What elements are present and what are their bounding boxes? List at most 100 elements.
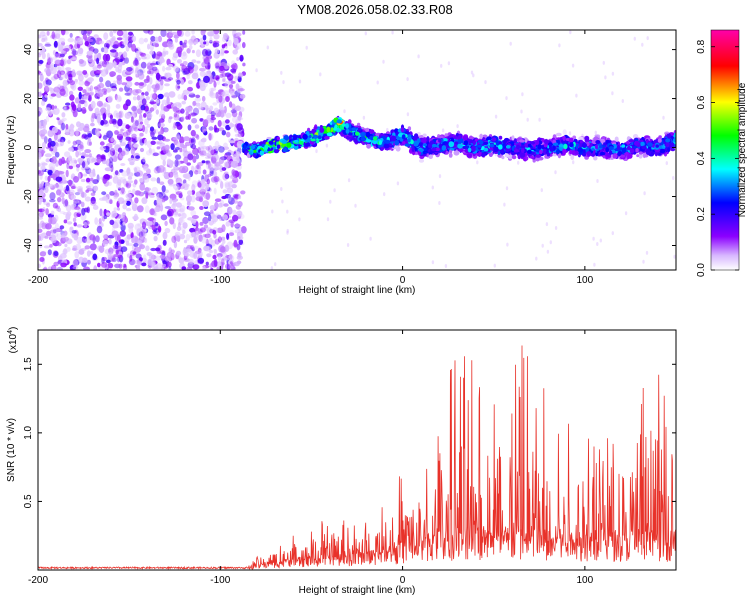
heatmap-noise-cell (195, 221, 199, 229)
heatmap-noise-cell (129, 141, 134, 149)
heatmap-noise-cell (183, 239, 188, 244)
heatmap-noise-cell (218, 110, 226, 118)
heatmap-noise-cell (107, 151, 113, 158)
heatmap-noise-cell (71, 50, 79, 56)
heatmap-signal-cell (311, 128, 316, 134)
heatmap-noise-cell (209, 36, 213, 43)
heatmap-noise-cell (203, 57, 210, 65)
heatmap-noise-cell (509, 41, 512, 46)
heatmap-noise-cell (231, 169, 236, 176)
heatmap-noise-cell (184, 252, 190, 257)
heatmap-noise-cell (147, 43, 151, 50)
heatmap-noise-cell (46, 202, 51, 208)
heatmap-noise-cell (65, 123, 69, 130)
heatmap-signal-cell (667, 146, 671, 153)
heatmap-noise-cell (135, 253, 142, 259)
heatmap-noise-cell (237, 213, 245, 220)
heatmap-noise-cell (602, 60, 605, 65)
heatmap-noise-cell (234, 75, 238, 82)
heatmap-noise-cell (61, 49, 65, 54)
heatmap-noise-cell (147, 258, 154, 266)
heatmap-noise-cell (208, 250, 214, 254)
heatmap-noise-cell (234, 223, 241, 228)
heatmap-noise-cell (198, 140, 205, 147)
heatmap-noise-cell (54, 59, 61, 64)
heatmap-noise-cell (133, 119, 140, 127)
heatmap-noise-cell (42, 198, 46, 203)
heatmap-noise-cell (182, 229, 186, 235)
heatmap-noise-cell (125, 207, 132, 212)
heatmap-noise-cell (493, 263, 496, 268)
heatmap-noise-cell (38, 143, 41, 147)
heatmap-noise-cell (232, 154, 237, 161)
heatmap-noise-cell (53, 251, 59, 257)
heatmap-noise-cell (54, 30, 61, 37)
heatmap-noise-cell (78, 144, 85, 151)
heatmap-noise-cell (125, 200, 131, 206)
heatmap-noise-cell (266, 45, 269, 50)
heatmap-noise-cell (52, 202, 59, 209)
heatmap-noise-cell (86, 86, 90, 93)
heatmap-noise-cell (118, 96, 122, 102)
heatmap-noise-cell (604, 75, 607, 80)
heatmap-noise-cell (673, 254, 676, 259)
heatmap-noise-cell (160, 126, 164, 135)
heatmap-noise-cell (143, 165, 149, 171)
heatmap-noise-cell (175, 202, 182, 208)
heatmap-noise-cell (182, 89, 190, 96)
heatmap-noise-cell (184, 31, 191, 37)
heatmap-noise-cell (181, 64, 187, 71)
heatmap-noise-cell (98, 218, 102, 224)
heatmap-noise-cell (202, 34, 207, 41)
heatmap-noise-cell (52, 50, 56, 56)
heatmap-noise-cell (201, 160, 206, 164)
heatmap-noise-cell (228, 101, 233, 108)
heatmap-noise-cell (54, 59, 62, 66)
heatmap-noise-cell (82, 33, 88, 40)
heatmap-noise-cell (51, 156, 57, 164)
heatmap-noise-cell (46, 52, 50, 59)
heatmap-noise-cell (176, 72, 180, 79)
heatmap-noise-cell (230, 180, 237, 184)
heatmap-noise-cell (217, 236, 222, 243)
heatmap-noise-cell (126, 180, 134, 184)
heatmap-noise-cell (476, 160, 479, 165)
heatmap-noise-cell (82, 70, 88, 75)
heatmap-noise-cell (110, 87, 117, 92)
heatmap-noise-cell (131, 111, 136, 116)
heatmap-noise-cell (184, 182, 188, 187)
heatmap-noise-cell (238, 239, 244, 246)
heatmap-noise-cell (159, 113, 164, 118)
heatmap-noise-cell (103, 111, 107, 119)
heatmap-noise-cell (431, 260, 435, 265)
heatmap-noise-cell (225, 221, 231, 227)
heatmap-noise-cell (159, 129, 163, 136)
heatmap-noise-cell (154, 255, 161, 261)
heatmap-noise-cell (131, 105, 137, 112)
heatmap-noise-cell (239, 54, 244, 62)
heatmap-noise-cell (540, 188, 543, 193)
heatmap-noise-cell (188, 44, 193, 50)
heatmap-noise-cell (42, 123, 46, 131)
heatmap-noise-cell (224, 80, 229, 88)
heatmap-noise-cell (194, 124, 200, 129)
heatmap-noise-cell (199, 206, 204, 210)
heatmap-noise-cell (181, 100, 186, 105)
heatmap-noise-cell (165, 50, 169, 55)
heatmap-noise-cell (98, 245, 105, 253)
heatmap-noise-cell (101, 262, 108, 268)
heatmap-noise-cell (50, 236, 57, 244)
heatmap-noise-cell (50, 140, 56, 147)
heatmap-noise-cell (88, 182, 94, 191)
heatmap-noise-cell (143, 53, 151, 60)
heatmap-noise-cell (208, 132, 212, 141)
heatmap-noise-cell (237, 195, 242, 200)
heatmap-noise-cell (117, 118, 123, 127)
heatmap-noise-cell (200, 188, 205, 197)
heatmap-noise-cell (186, 73, 190, 80)
heatmap-noise-cell (78, 256, 84, 264)
heatmap-noise-cell (240, 226, 247, 234)
heatmap-noise-cell (45, 79, 52, 86)
heatmap-noise-cell (49, 192, 56, 201)
heatmap-noise-cell (101, 196, 108, 201)
